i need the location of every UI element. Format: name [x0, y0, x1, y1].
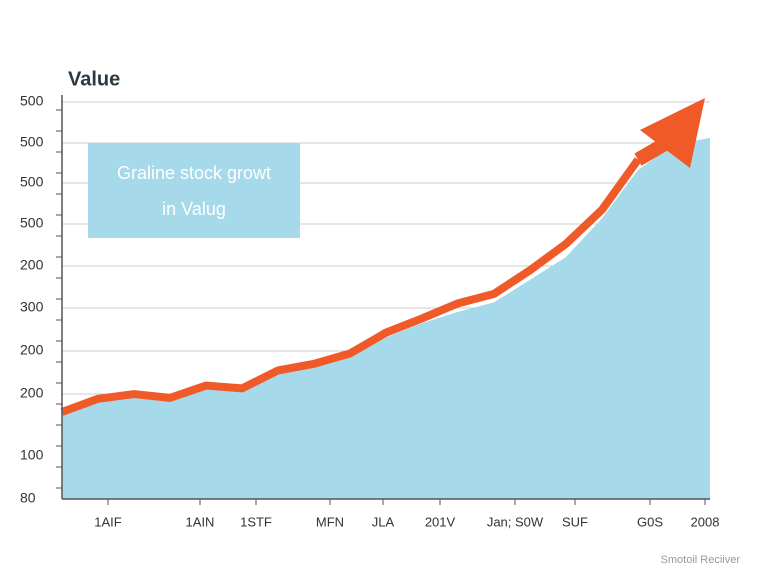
- y-tick-label: 200: [20, 257, 44, 273]
- x-tick-label: 1AIN: [186, 514, 215, 529]
- x-tick-label: MFN: [316, 514, 344, 529]
- area: [62, 137, 710, 499]
- chart-title: Value: [68, 68, 120, 90]
- y-tick-label: 500: [20, 134, 44, 150]
- arrow-head: [640, 98, 705, 168]
- x-tick-label: 201V: [425, 514, 456, 529]
- annotation-box: [88, 143, 300, 238]
- x-tick-label: 2008: [691, 514, 720, 529]
- x-tick-label: 1STF: [240, 514, 272, 529]
- x-tick-label: G0S: [637, 514, 663, 529]
- y-tick-label: 200: [20, 385, 44, 401]
- y-tick-label: 500: [20, 93, 44, 109]
- x-tick-label: JLA: [372, 514, 395, 529]
- footer: Smotoil Reciiver: [661, 554, 741, 566]
- y-tick-label: 80: [20, 490, 36, 506]
- y-tick-label: 500: [20, 215, 44, 231]
- y-tick-label: 300: [20, 299, 44, 315]
- x-tick-label: SUF: [562, 514, 588, 529]
- y-tick-label: 200: [20, 342, 44, 358]
- trend-line: [60, 157, 642, 416]
- x-tick-label: Jan; S0W: [487, 514, 544, 529]
- y-tick-label: 500: [20, 174, 44, 190]
- y-tick-label: 100: [20, 447, 44, 463]
- annotation-text: Graline stock growt: [117, 163, 271, 183]
- annotation-text: in Valug: [162, 199, 226, 219]
- x-tick-label: 1AIF: [94, 514, 122, 529]
